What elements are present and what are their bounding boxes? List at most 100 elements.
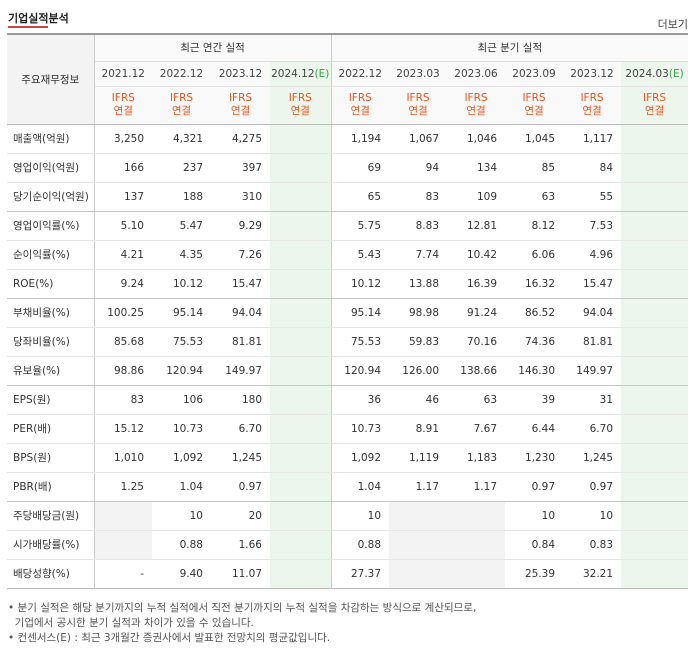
value-cell: 1.66	[211, 530, 270, 560]
value-cell: 126.00	[389, 356, 448, 386]
value-cell: 1,067	[389, 124, 448, 154]
ifrs-badge: IFRS 연결	[621, 86, 689, 125]
value-cell: 1,230	[505, 443, 564, 473]
value-cell: 1,183	[447, 443, 506, 473]
row-label[interactable]: 당기순이익(억원)	[7, 182, 95, 212]
value-cell: 0.97	[211, 472, 270, 502]
value-cell: 95.14	[330, 298, 390, 328]
table-row: 순이익률(%) 4.21 4.35 7.26 5.43 7.74 10.42 6.06 4.96	[7, 240, 689, 270]
value-cell: 4.96	[563, 240, 622, 270]
value-cell	[270, 240, 332, 270]
value-cell: 85	[505, 153, 564, 183]
value-cell: 27.37	[330, 559, 390, 588]
value-cell: 237	[152, 153, 211, 183]
table-row: 영업이익(억원) 166 237 397 69 94 134 85 84	[7, 153, 689, 183]
value-cell: 98.86	[94, 356, 152, 386]
table-row: ROE(%) 9.24 10.12 15.47 10.12 13.88 16.39 16.32…	[7, 269, 689, 299]
row-label[interactable]: 부채비율(%)	[7, 298, 95, 328]
value-cell: 81.81	[211, 327, 270, 357]
value-cell: 10.42	[447, 240, 506, 270]
value-cell: 81.81	[563, 327, 622, 357]
value-cell: 98.98	[389, 298, 448, 328]
value-cell: 11.07	[231, 567, 262, 580]
value-cell	[621, 327, 689, 357]
value-cell: 1,245	[563, 443, 622, 473]
row-label[interactable]: 유보율(%)	[7, 356, 95, 386]
estimate-mark: (E)	[314, 67, 330, 80]
value-cell: 5.47	[152, 211, 211, 241]
table-row: 영업이익률(%) 5.10 5.47 9.29 5.75 8.83 12.81 8.12 7.5…	[7, 211, 689, 241]
value-cell: 4.35	[152, 240, 211, 270]
note-line: 기업에서 공시한 분기 실적과 차이가 있을 수 있습니다.	[8, 617, 254, 629]
value-cell: 7.67	[447, 414, 506, 444]
period-header: 2022.12	[152, 61, 211, 87]
value-cell	[447, 530, 506, 560]
row-label[interactable]: PBR(배)	[7, 472, 95, 502]
period-label: 2022.12	[338, 67, 382, 80]
row-label[interactable]: 당좌비율(%)	[7, 327, 95, 357]
value-cell	[270, 298, 332, 328]
value-cell	[270, 472, 332, 502]
value-cell: 0.97	[505, 472, 564, 502]
row-label[interactable]: 순이익률(%)	[7, 240, 95, 270]
row-label[interactable]: 시가배당률(%)	[7, 530, 95, 560]
value-cell	[270, 530, 332, 560]
value-cell: 70.16	[447, 327, 506, 357]
value-cell	[621, 182, 689, 212]
value-cell	[270, 414, 332, 444]
value-cell	[621, 153, 689, 183]
row-label[interactable]: 주당배당금(원)	[7, 501, 95, 531]
value-cell: 1,046	[447, 124, 506, 154]
period-header: 2023.06	[447, 61, 506, 87]
value-cell	[270, 385, 332, 415]
value-cell	[270, 327, 332, 357]
more-link[interactable]: 더보기	[657, 18, 688, 31]
section-header: 기업실적분석 더보기	[8, 8, 688, 31]
table-row: 유보율(%) 98.86 120.94 149.97 120.94 126.00 138.6…	[7, 356, 689, 386]
ifrs-badge: IFRS 연결	[447, 86, 506, 125]
value-cell: 0.83	[563, 530, 622, 560]
row-label[interactable]: BPS(원)	[7, 443, 95, 473]
table-row: EPS(원) 83 106 180 36 46 63 39 31	[7, 385, 689, 415]
value-cell: 86.52	[505, 298, 564, 328]
value-cell	[621, 443, 689, 473]
value-cell: 0.88	[152, 530, 211, 560]
value-cell	[270, 501, 332, 531]
value-cell	[621, 385, 689, 415]
value-cell: 7.53	[563, 211, 622, 241]
value-cell: 1.17	[389, 472, 448, 502]
value-cell: 8.12	[505, 211, 564, 241]
table-row: 주당배당금(원) 10 20 10 10 10	[7, 501, 689, 531]
value-cell: 63	[505, 182, 564, 212]
period-header: 2023.12	[211, 61, 270, 87]
section-title: 기업실적분석	[8, 12, 69, 25]
value-cell: 9.40	[179, 567, 203, 580]
value-cell: 10	[152, 501, 211, 531]
value-cell: 120.94	[330, 356, 390, 386]
row-label[interactable]: 매출액(억원)	[7, 124, 95, 154]
value-cell	[94, 501, 152, 531]
value-cell: 10.73	[152, 414, 211, 444]
row-label[interactable]: ROE(%)	[7, 269, 95, 299]
value-cell	[621, 269, 689, 299]
ifrs-badge: IFRS 연결	[270, 86, 332, 125]
value-cell	[621, 472, 689, 502]
period-header: 2024.12(E)	[270, 61, 332, 87]
value-cell: 39	[505, 385, 564, 415]
value-cell: 15.47	[211, 269, 270, 299]
row-label[interactable]: PER(배)	[7, 414, 95, 444]
value-cell: 1,117	[563, 124, 622, 154]
ifrs-badge: IFRS 연결	[505, 86, 564, 125]
value-cell: 5.75	[330, 211, 390, 241]
note-line: • 분기 실적은 해당 분기까지의 누적 실적에서 직전 분기까지의 누적 실적…	[8, 602, 477, 614]
value-cell: 5.10	[94, 211, 152, 241]
row-label[interactable]: EPS(원)	[7, 385, 95, 415]
row-label[interactable]: 영업이익률(%)	[7, 211, 95, 241]
value-cell: 9.29	[211, 211, 270, 241]
value-cell	[447, 501, 506, 531]
value-cell: 166	[94, 153, 152, 183]
row-label[interactable]: 영업이익(억원)	[7, 153, 95, 183]
row-label[interactable]: 배당성향(%)	[7, 559, 95, 588]
table-row: 당기순이익(억원) 137 188 310 65 83 109 63 55	[7, 182, 689, 212]
value-cell: 397	[211, 153, 270, 183]
